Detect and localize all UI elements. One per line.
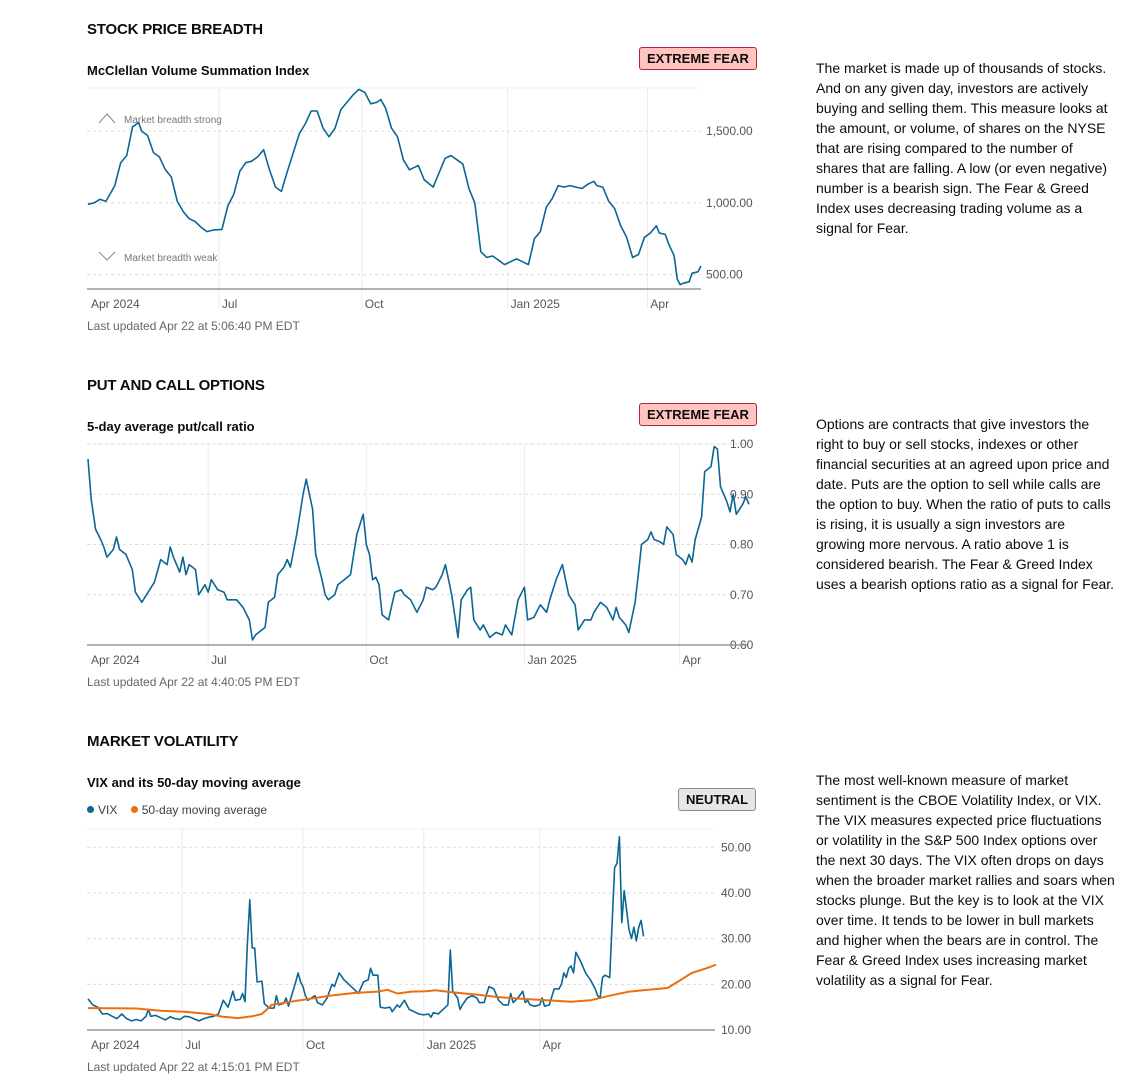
ma-dot-icon xyxy=(130,806,138,813)
x-tick-label: Oct xyxy=(365,297,384,311)
x-tick-label: Jan 2025 xyxy=(511,297,561,311)
series-line-mcclellan-volume-summation-index xyxy=(87,88,702,286)
chart-legend: VIX 50-day moving average xyxy=(87,803,277,817)
x-tick-label: Jul xyxy=(185,1038,200,1052)
y-tick-label: 500.00 xyxy=(706,268,743,282)
chart-title: McClellan Volume Summation Index xyxy=(87,63,310,78)
x-tick-label: Jul xyxy=(222,297,237,311)
x-tick-label: Jan 2025 xyxy=(527,653,577,667)
x-tick-label: Oct xyxy=(369,653,388,667)
put-call-chart: Apr 2024 Jul Oct Jan 2025 Apr0.600.700.800.9… xyxy=(87,437,754,667)
x-tick-label: Jan 2025 xyxy=(427,1038,477,1052)
y-tick-label: 0.90 xyxy=(730,487,754,501)
sentiment-badge: EXTREME FEAR xyxy=(639,47,757,70)
section-description: The market is made up of thousands of st… xyxy=(816,60,1108,236)
section-heading: STOCK PRICE BREADTH xyxy=(87,21,263,38)
section-put-and-call-options: PUT AND CALL OPTIONS 5-day average put/c… xyxy=(87,356,1127,701)
last-updated: Last updated Apr 22 at 4:15:01 PM EDT xyxy=(87,1060,300,1074)
x-tick-label: Apr xyxy=(543,1038,562,1052)
x-tick-label: Apr 2024 xyxy=(91,1038,140,1052)
annotation-weak: Market breadth weak xyxy=(124,253,218,264)
section-market-volatility: MARKET VOLATILITY VIX and its 50-day mov… xyxy=(87,712,1127,1088)
section-heading: MARKET VOLATILITY xyxy=(87,733,239,750)
x-tick-label: Apr 2024 xyxy=(91,297,140,311)
section-heading: PUT AND CALL OPTIONS xyxy=(87,377,265,394)
y-tick-label: 1.00 xyxy=(730,437,754,451)
x-tick-label: Jul xyxy=(211,653,226,667)
series-line-put-call-ratio xyxy=(87,445,750,641)
x-tick-label: Apr 2024 xyxy=(91,653,140,667)
chevron-down-icon xyxy=(98,251,116,261)
sentiment-badge: NEUTRAL xyxy=(678,788,757,811)
vix-dot-icon xyxy=(87,806,94,813)
x-tick-label: Apr xyxy=(682,653,701,667)
y-tick-label: 40.00 xyxy=(721,886,751,900)
y-tick-label: 30.00 xyxy=(721,932,751,946)
section-description: Options are contracts that give investor… xyxy=(816,416,1115,592)
x-tick-label: Apr xyxy=(650,297,669,311)
section-description: The most well-known measure of market se… xyxy=(816,772,1115,988)
y-tick-label: 0.70 xyxy=(730,588,754,602)
mcclellan-chart: Apr 2024 Jul Oct Jan 2025 Apr 500.00 1,000.00 1… xyxy=(87,87,753,311)
legend-item-vix: VIX xyxy=(87,803,117,817)
section-stock-price-breadth: STOCK PRICE BREADTH McClellan Volume Sum… xyxy=(87,0,1127,345)
sentiment-badge: EXTREME FEAR xyxy=(639,403,757,426)
series-line-vix xyxy=(87,836,645,1022)
vix-chart: Apr 2024 Jul Oct Jan 2025 Apr 10.00 20.00 30.00… xyxy=(87,828,751,1052)
last-updated: Last updated Apr 22 at 5:06:40 PM EDT xyxy=(87,319,300,333)
x-tick-label: Oct xyxy=(306,1038,325,1052)
y-tick-label: 20.00 xyxy=(721,977,751,991)
chevron-up-icon xyxy=(98,113,116,124)
y-tick-label: 50.00 xyxy=(721,840,751,854)
y-tick-label: 1,500.00 xyxy=(706,124,753,138)
chart-title: VIX and its 50-day moving average xyxy=(87,775,301,790)
series-line-50-day-moving-average xyxy=(87,963,717,1020)
last-updated: Last updated Apr 22 at 4:40:05 PM EDT xyxy=(87,675,300,689)
annotation-strong: Market breadth strong xyxy=(124,115,222,126)
chart-title: 5-day average put/call ratio xyxy=(87,419,255,434)
y-tick-label: 10.00 xyxy=(721,1023,751,1037)
legend-label: VIX xyxy=(98,803,118,817)
legend-item-ma: 50-day moving average xyxy=(130,803,268,817)
legend-label: 50-day moving average xyxy=(141,803,268,817)
y-tick-label: 0.80 xyxy=(730,538,754,552)
y-tick-label: 1,000.00 xyxy=(706,196,753,210)
